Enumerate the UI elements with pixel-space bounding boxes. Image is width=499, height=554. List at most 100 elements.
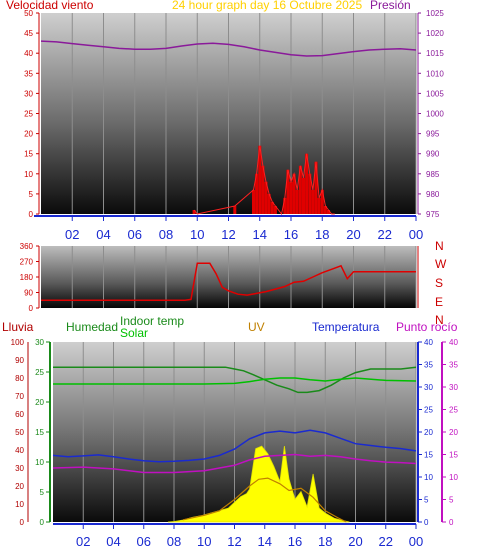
panel-3-x-tick: 22 <box>379 534 393 549</box>
rain-axis-tick: 80 <box>15 374 24 383</box>
panel-1-x-tick: 02 <box>65 227 79 242</box>
dew-point-axis-tick: 5 <box>449 496 454 505</box>
panel-1-x-tick: 12 <box>221 227 235 242</box>
uv-series <box>182 477 347 523</box>
temperature-axis-tick: 30 <box>424 383 433 392</box>
panel-1-x-ticks: 02 04 06 08 10 12 14 16 18 20 22 00 <box>65 216 423 242</box>
wind-direction-series <box>41 262 416 302</box>
indoor-temp-series <box>53 377 417 385</box>
panel-1-x-tick: 00 <box>409 227 423 242</box>
panel-1-x-tick: 08 <box>159 227 173 242</box>
rain-axis-tick: 70 <box>15 392 24 401</box>
panel-3-x-tick: 06 <box>137 534 151 549</box>
panel-3-x-tick: 00 <box>409 534 423 549</box>
panel-3-axes: 0102030405060708090100051015202530051015… <box>11 338 459 527</box>
dew-point-axis-tick: 15 <box>449 451 458 460</box>
panel-2-series <box>41 262 416 302</box>
pressure-axis-tick: 980 <box>426 190 440 199</box>
rain-axis-tick: 100 <box>11 338 25 347</box>
pressure-axis-tick: 1010 <box>426 69 444 78</box>
panel-3-x-tick: 20 <box>348 534 362 549</box>
compass-tick: S <box>435 276 443 290</box>
wind-speed-axis: 0 5 10 15 20 25 30 35 40 45 50 <box>24 9 40 219</box>
panel-3-x-tick: 18 <box>318 534 332 549</box>
panel-1-x-tick: 20 <box>346 227 360 242</box>
humidity-axis-tick: 20 <box>35 398 44 407</box>
panel-3-x-tick: 12 <box>227 534 241 549</box>
dew-point-axis-tick: 40 <box>449 338 458 347</box>
rain-axis-tick: 50 <box>15 428 24 437</box>
rain-axis-tick: 90 <box>15 356 24 365</box>
pressure-axis-tick: 1020 <box>426 29 444 38</box>
wind-axis-tick: 45 <box>24 29 33 38</box>
compass-tick: E <box>435 295 443 309</box>
dew-point-axis-tick: 10 <box>449 473 458 482</box>
panel-1-x-tick: 18 <box>315 227 329 242</box>
humidity-axis-tick: 15 <box>35 428 44 437</box>
direction-axis-tick: 0 <box>29 304 34 313</box>
temperature-axis-tick: 5 <box>424 496 429 505</box>
humidity-label: Humedad <box>66 320 118 334</box>
uv-label: UV <box>248 320 265 334</box>
direction-axis: 0 90 180 270 360 <box>20 242 40 313</box>
rain-axis-tick: 30 <box>15 464 24 473</box>
dew-point-axis-tick: 20 <box>449 428 458 437</box>
rain-axis-tick: 40 <box>15 446 24 455</box>
temperature-axis-tick: 0 <box>424 518 429 527</box>
solar-label: Solar <box>120 326 148 340</box>
humidity-axis-tick: 10 <box>35 458 44 467</box>
wind-speed-series <box>192 145 330 214</box>
humidity-series <box>53 366 417 394</box>
wind-axis-tick: 5 <box>29 190 34 199</box>
temperature-axis-tick: 20 <box>424 428 433 437</box>
pressure-axis-tick: 985 <box>426 170 440 179</box>
panel-3-series <box>52 366 417 523</box>
panel-3-x-tick: 14 <box>258 534 272 549</box>
panel-3-x-ticks: 02 04 06 08 10 12 14 16 18 20 22 00 <box>76 524 423 549</box>
temperature-label: Temperatura <box>312 320 380 334</box>
pressure-axis-tick: 1025 <box>426 9 444 18</box>
rain-axis-tick: 0 <box>20 518 25 527</box>
panel-3-x-tick: 08 <box>167 534 181 549</box>
panel-1-x-tick: 06 <box>128 227 142 242</box>
temperature-axis-tick: 25 <box>424 406 433 415</box>
wind-speed-title: Velocidad viento <box>6 0 94 12</box>
wind-axis-tick: 10 <box>24 170 33 179</box>
direction-axis-tick: 90 <box>24 289 33 298</box>
wind-axis-tick: 35 <box>24 69 33 78</box>
panel-1-x-tick: 04 <box>96 227 110 242</box>
wind-speed-line <box>193 145 335 216</box>
rain-label: Lluvia <box>2 320 34 334</box>
temperature-series <box>52 429 417 463</box>
wind-axis-tick: 20 <box>24 130 33 139</box>
panel-3-x-tick: 04 <box>106 534 120 549</box>
humidity-axis-tick: 25 <box>35 368 44 377</box>
panel-1-series <box>40 40 417 216</box>
multi-sensor-panel: 0102030405060708090100051015202530051015… <box>11 338 459 549</box>
pressure-axis-tick: 975 <box>426 210 440 219</box>
direction-axis-tick: 270 <box>20 258 34 267</box>
pressure-axis-tick: 1005 <box>426 89 444 98</box>
temperature-axis-tick: 10 <box>424 473 433 482</box>
pressure-axis-tick: 995 <box>426 130 440 139</box>
wind-axis-tick: 50 <box>24 9 33 18</box>
pressure-axis-tick: 1000 <box>426 110 444 119</box>
panel-3-x-tick: 10 <box>197 534 211 549</box>
dew-point-series <box>52 453 417 474</box>
panel-3-x-tick: 02 <box>76 534 90 549</box>
panel-3-x-tick: 16 <box>288 534 302 549</box>
dew-point-axis-tick: 35 <box>449 361 458 370</box>
dew-point-axis-tick: 0 <box>449 518 454 527</box>
compass-tick: W <box>435 257 447 271</box>
pressure-axis-tick: 990 <box>426 150 440 159</box>
pressure-series <box>40 40 417 57</box>
dew-point-axis-tick: 30 <box>449 383 458 392</box>
dew-point-axis-tick: 25 <box>449 406 458 415</box>
panel-3-labels: Lluvia Humedad Indoor temp Solar UV Temp… <box>2 314 458 340</box>
panel-1-x-tick: 10 <box>190 227 204 242</box>
panel-1-x-tick: 22 <box>378 227 392 242</box>
indoor-temp-label: Indoor temp <box>120 314 184 328</box>
